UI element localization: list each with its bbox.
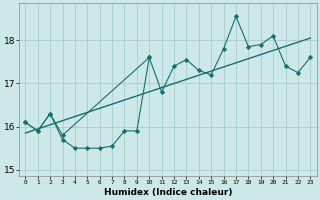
X-axis label: Humidex (Indice chaleur): Humidex (Indice chaleur) xyxy=(104,188,232,197)
